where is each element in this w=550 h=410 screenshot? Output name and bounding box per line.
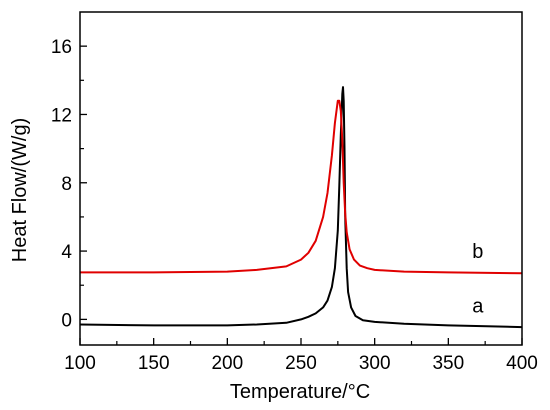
x-tick-label: 250 xyxy=(285,353,317,374)
curve-label-a: a xyxy=(472,296,484,318)
x-tick-label: 400 xyxy=(506,353,538,374)
x-tick-label: 150 xyxy=(138,353,170,374)
x-tick-label: 100 xyxy=(64,353,96,374)
x-ticks: 100 150 200 250 300 350 400 xyxy=(64,338,538,374)
y-tick-label: 4 xyxy=(61,242,72,263)
x-tick-label: 200 xyxy=(211,353,243,374)
series-line-a xyxy=(79,86,523,329)
axes-frame xyxy=(79,11,523,346)
series-group xyxy=(79,86,523,329)
y-axis-title: Heat Flow/(W/g) xyxy=(9,118,31,262)
x-axis-title: Temperature/°C xyxy=(230,381,370,403)
curve-label-b: b xyxy=(472,241,483,263)
y-tick-label: 8 xyxy=(61,174,72,195)
plot-frame xyxy=(79,11,523,346)
y-tick-label: 0 xyxy=(61,310,72,331)
x-tick-label: 300 xyxy=(359,353,391,374)
curve-labels: ab xyxy=(472,241,484,318)
y-ticks: 0 4 8 12 16 xyxy=(51,37,87,331)
series-line-b xyxy=(80,99,523,275)
y-tick-label: 12 xyxy=(51,105,72,126)
x-tick-label: 350 xyxy=(432,353,464,374)
y-tick-label: 16 xyxy=(51,37,72,58)
